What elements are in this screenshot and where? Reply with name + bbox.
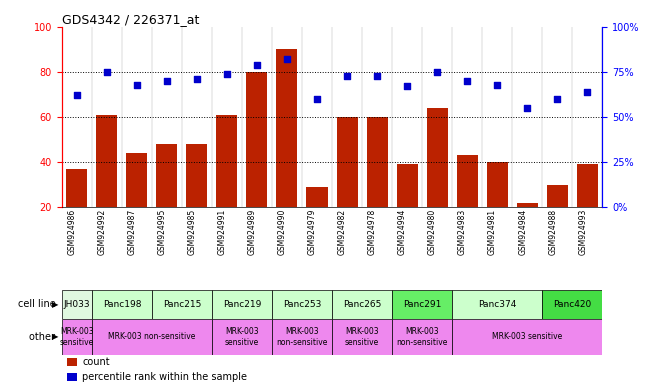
Text: GSM924981: GSM924981 <box>488 209 497 255</box>
Bar <box>396 164 417 253</box>
Bar <box>517 203 538 253</box>
Point <box>312 96 322 102</box>
Text: MRK-003
sensitive: MRK-003 sensitive <box>345 327 379 347</box>
Bar <box>272 290 332 319</box>
Point <box>582 89 592 95</box>
Point <box>402 83 412 89</box>
Text: GSM924986: GSM924986 <box>68 209 77 255</box>
Point <box>432 69 442 75</box>
Bar <box>486 162 508 253</box>
Text: GSM924984: GSM924984 <box>518 209 527 255</box>
Bar <box>452 319 602 355</box>
Text: other: other <box>29 332 59 342</box>
Bar <box>216 115 238 253</box>
Text: Panc253: Panc253 <box>283 300 321 309</box>
Text: MRK-003
non-sensitive: MRK-003 non-sensitive <box>276 327 327 347</box>
Text: GSM924992: GSM924992 <box>98 209 107 255</box>
Text: MRK-003
non-sensitive: MRK-003 non-sensitive <box>396 327 448 347</box>
Text: Panc374: Panc374 <box>478 300 516 309</box>
Text: Panc265: Panc265 <box>343 300 381 309</box>
Text: MRK-003 sensitive: MRK-003 sensitive <box>492 333 562 341</box>
Point <box>132 81 142 88</box>
Text: GSM924993: GSM924993 <box>578 209 587 255</box>
Text: MRK-003
sensitive: MRK-003 sensitive <box>60 327 94 347</box>
Bar <box>212 290 272 319</box>
Point <box>462 78 473 84</box>
Bar <box>542 290 602 319</box>
Bar <box>367 117 387 253</box>
Text: GSM924980: GSM924980 <box>428 209 437 255</box>
Text: percentile rank within the sample: percentile rank within the sample <box>83 372 247 382</box>
Bar <box>126 153 147 253</box>
Point <box>102 69 112 75</box>
Bar <box>577 164 598 253</box>
Text: GSM924989: GSM924989 <box>248 209 257 255</box>
Text: GSM924985: GSM924985 <box>188 209 197 255</box>
Bar <box>62 319 92 355</box>
Text: GSM924982: GSM924982 <box>338 209 347 255</box>
Bar <box>332 319 392 355</box>
Bar <box>392 319 452 355</box>
Text: JH033: JH033 <box>64 300 90 309</box>
Text: GSM924987: GSM924987 <box>128 209 137 255</box>
Bar <box>92 290 152 319</box>
Bar <box>156 144 178 253</box>
Point <box>552 96 562 102</box>
Bar <box>67 373 77 381</box>
Point <box>161 78 172 84</box>
Point <box>72 93 82 99</box>
Text: Panc198: Panc198 <box>103 300 141 309</box>
Bar <box>337 117 357 253</box>
Bar <box>456 156 478 253</box>
Bar <box>67 358 77 366</box>
Text: GSM924995: GSM924995 <box>158 209 167 255</box>
Point <box>191 76 202 82</box>
Text: GSM924990: GSM924990 <box>278 209 287 255</box>
Text: GSM924994: GSM924994 <box>398 209 407 255</box>
Text: GSM924991: GSM924991 <box>218 209 227 255</box>
Bar <box>92 319 212 355</box>
Point <box>522 105 533 111</box>
Bar <box>332 290 392 319</box>
Bar <box>277 50 298 253</box>
Bar <box>66 169 87 253</box>
Bar <box>96 115 117 253</box>
Bar <box>186 144 208 253</box>
Text: GSM924983: GSM924983 <box>458 209 467 255</box>
Bar <box>547 185 568 253</box>
Text: MRK-003
sensitive: MRK-003 sensitive <box>225 327 259 347</box>
Text: count: count <box>83 357 110 367</box>
Point <box>222 71 232 77</box>
Bar <box>62 290 92 319</box>
Text: GSM924979: GSM924979 <box>308 209 317 255</box>
Bar <box>392 290 452 319</box>
Bar <box>272 319 332 355</box>
Text: GSM924988: GSM924988 <box>548 209 557 255</box>
Text: MRK-003 non-sensitive: MRK-003 non-sensitive <box>108 333 195 341</box>
Point <box>342 73 352 79</box>
Point <box>282 56 292 63</box>
Text: ▶: ▶ <box>52 333 59 341</box>
Bar <box>307 187 327 253</box>
Text: Panc420: Panc420 <box>553 300 591 309</box>
Bar <box>212 319 272 355</box>
Text: Panc219: Panc219 <box>223 300 261 309</box>
Point <box>492 81 503 88</box>
Bar <box>247 72 268 253</box>
Point <box>252 62 262 68</box>
Text: cell line: cell line <box>18 299 59 310</box>
Text: Panc291: Panc291 <box>403 300 441 309</box>
Text: GSM924978: GSM924978 <box>368 209 377 255</box>
Point <box>372 73 382 79</box>
Bar <box>426 108 448 253</box>
Bar <box>452 290 542 319</box>
Bar <box>152 290 212 319</box>
Text: ▶: ▶ <box>52 300 59 309</box>
Text: GDS4342 / 226371_at: GDS4342 / 226371_at <box>62 13 199 26</box>
Text: Panc215: Panc215 <box>163 300 201 309</box>
